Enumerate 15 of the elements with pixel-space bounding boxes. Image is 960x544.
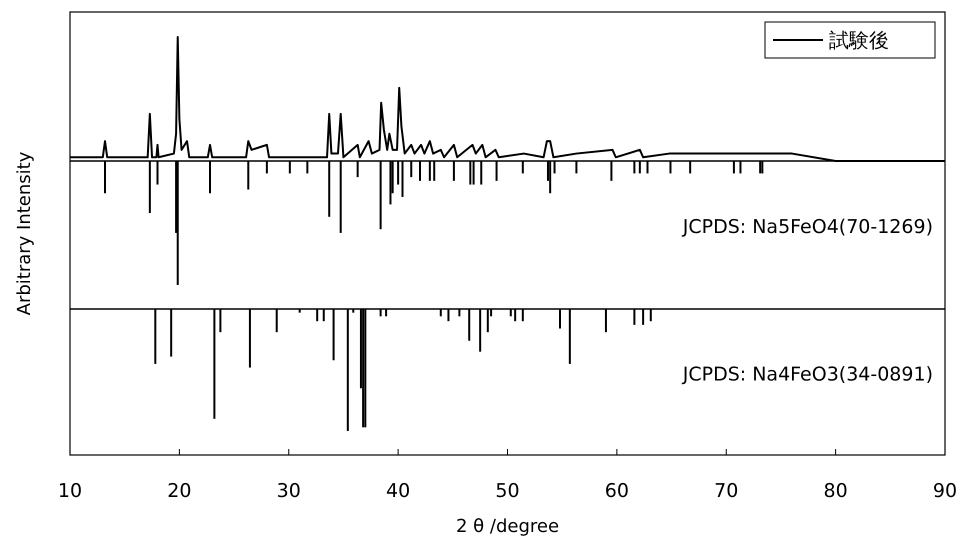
text: JCPDS: Na4FeO3(34-0891) bbox=[682, 363, 933, 386]
legend-label: 試験後 bbox=[829, 28, 889, 52]
x-tick-label: 60 bbox=[604, 480, 629, 502]
y-axis-title: Arbitrary Intensity bbox=[14, 151, 35, 316]
x-tick-label: 70 bbox=[714, 480, 738, 502]
x-tick-label: 30 bbox=[276, 480, 301, 502]
x-tick-label: 50 bbox=[495, 480, 520, 502]
text: JCPDS: Na5FeO4(70-1269) bbox=[682, 216, 933, 238]
x-axis-title: 2 θ /degree bbox=[456, 516, 560, 537]
x-tick-label: 80 bbox=[824, 480, 848, 502]
x-tick-label: 20 bbox=[167, 480, 192, 502]
x-tick-label: 90 bbox=[932, 480, 958, 502]
x-tick-label: 40 bbox=[386, 480, 410, 502]
x-tick-label: 10 bbox=[58, 480, 82, 502]
legend: 試験後 bbox=[764, 22, 936, 58]
